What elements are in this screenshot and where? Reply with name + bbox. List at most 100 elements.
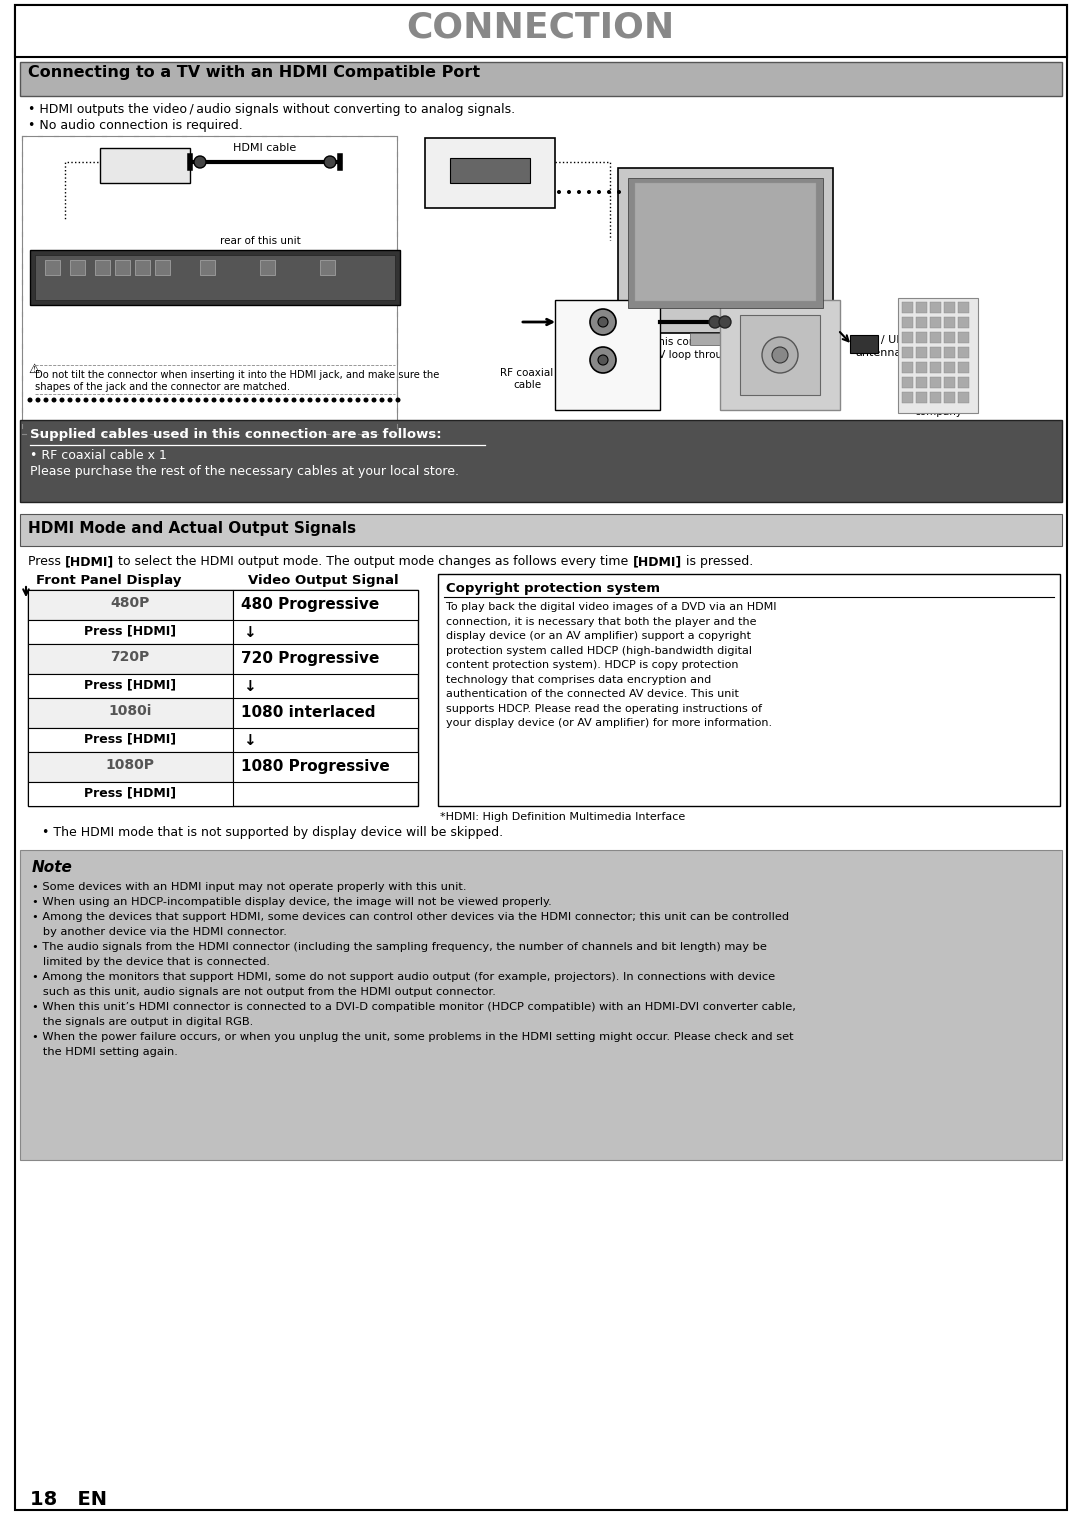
Text: 1080i: 1080i <box>108 703 151 719</box>
Bar <box>902 346 913 359</box>
Text: ↓: ↓ <box>243 679 256 694</box>
Text: *HDMI: High Definition Multimedia Interface: *HDMI: High Definition Multimedia Interf… <box>440 812 685 823</box>
Circle shape <box>598 317 608 327</box>
Text: CONNECTION: CONNECTION <box>406 11 674 44</box>
Bar <box>70 259 85 275</box>
Circle shape <box>252 397 257 403</box>
Circle shape <box>212 397 216 403</box>
Text: or: or <box>859 337 869 346</box>
Bar <box>902 362 913 372</box>
Bar <box>30 250 400 305</box>
Circle shape <box>228 397 232 403</box>
Circle shape <box>108 397 112 403</box>
Bar <box>740 314 820 395</box>
Bar <box>22 136 397 433</box>
Circle shape <box>76 397 81 403</box>
Bar <box>944 346 955 359</box>
Text: • The HDMI mode that is not supported by display device will be skipped.: • The HDMI mode that is not supported by… <box>42 826 503 839</box>
Bar <box>233 752 418 781</box>
Bar <box>930 377 941 388</box>
Circle shape <box>292 397 297 403</box>
Bar <box>944 362 955 372</box>
Bar <box>897 298 978 414</box>
Circle shape <box>567 191 571 194</box>
Text: to select the HDMI output mode. The output mode changes as follows every time: to select the HDMI output mode. The outp… <box>114 555 633 568</box>
Text: antenna: antenna <box>855 348 902 359</box>
Text: • Among the monitors that support HDMI, some do not support audio output (for ex: • Among the monitors that support HDMI, … <box>32 972 775 983</box>
Circle shape <box>590 308 616 336</box>
Text: Press: Press <box>28 555 65 568</box>
Circle shape <box>195 397 201 403</box>
Circle shape <box>172 397 176 403</box>
Bar <box>28 697 233 728</box>
Text: is pressed.: is pressed. <box>681 555 753 568</box>
Circle shape <box>283 397 288 403</box>
Bar <box>944 392 955 403</box>
Bar <box>200 259 215 275</box>
Text: ↓: ↓ <box>243 626 256 639</box>
Circle shape <box>590 346 616 372</box>
Bar <box>635 183 816 301</box>
Text: • RF coaxial cable x 1: • RF coaxial cable x 1 <box>30 449 167 462</box>
Circle shape <box>188 397 192 403</box>
Text: HDMI IN: HDMI IN <box>474 162 505 171</box>
Bar <box>958 392 969 403</box>
Bar <box>28 591 418 806</box>
Bar <box>958 317 969 328</box>
Bar <box>21 63 1062 96</box>
Bar <box>944 317 955 328</box>
Text: TV loop through only: TV loop through only <box>652 349 760 360</box>
Bar <box>902 377 913 388</box>
Bar <box>930 392 941 403</box>
Bar <box>135 259 150 275</box>
Bar <box>28 644 233 674</box>
Bar <box>930 333 941 343</box>
Text: Do not tilt the connector when inserting it into the HDMI jack, and make sure th: Do not tilt the connector when inserting… <box>35 369 440 380</box>
Circle shape <box>123 397 129 403</box>
Text: Press [HDMI]: Press [HDMI] <box>84 624 176 636</box>
Circle shape <box>324 397 328 403</box>
Text: authentication of the connected AV device. This unit: authentication of the connected AV devic… <box>446 690 739 699</box>
Bar <box>958 302 969 313</box>
Text: • When this unit’s HDMI connector is connected to a DVI-D compatible monitor (HD: • When this unit’s HDMI connector is con… <box>32 1003 796 1012</box>
Text: ANT. IN: ANT. IN <box>634 313 670 324</box>
Circle shape <box>355 397 361 403</box>
Text: 1080 Progressive: 1080 Progressive <box>241 758 390 774</box>
Bar <box>95 259 110 275</box>
Text: [HDMI]: [HDMI] <box>633 555 681 568</box>
Bar <box>902 302 913 313</box>
Circle shape <box>557 191 561 194</box>
Bar <box>944 377 955 388</box>
Circle shape <box>259 397 265 403</box>
Bar <box>916 377 927 388</box>
Text: Connecting to a TV with an HDMI Compatible Port: Connecting to a TV with an HDMI Compatib… <box>28 66 481 79</box>
Bar <box>100 148 190 183</box>
Text: the signals are output in digital RGB.: the signals are output in digital RGB. <box>32 1016 253 1027</box>
Bar <box>690 333 760 345</box>
Bar <box>916 333 927 343</box>
Text: cable: cable <box>513 380 541 391</box>
Text: HDMI cable: HDMI cable <box>233 143 297 153</box>
Text: 480 Progressive: 480 Progressive <box>241 597 379 612</box>
Text: • HDMI outputs the video / audio signals without converting to analog signals.: • HDMI outputs the video / audio signals… <box>28 102 515 116</box>
Bar <box>28 591 233 620</box>
Text: Video Output Signal: Video Output Signal <box>248 574 399 588</box>
Bar <box>720 301 840 410</box>
Text: • Among the devices that support HDMI, some devices can control other devices vi: • Among the devices that support HDMI, s… <box>32 913 789 922</box>
Bar <box>45 259 60 275</box>
Circle shape <box>364 397 368 403</box>
Circle shape <box>92 397 96 403</box>
Bar <box>21 850 1062 1160</box>
Circle shape <box>597 191 600 194</box>
Text: Press [HDMI]: Press [HDMI] <box>84 732 176 745</box>
Text: your display device (or AV amplifier) for more information.: your display device (or AV amplifier) fo… <box>446 719 772 728</box>
Circle shape <box>588 191 591 194</box>
Circle shape <box>203 397 208 403</box>
Circle shape <box>348 397 352 403</box>
Text: ↓: ↓ <box>243 732 256 748</box>
Text: protection system called HDCP (high-bandwidth digital: protection system called HDCP (high-band… <box>446 645 752 656</box>
Text: rear of this unit: rear of this unit <box>220 237 300 246</box>
Circle shape <box>299 397 305 403</box>
Text: Press [HDMI]: Press [HDMI] <box>84 786 176 800</box>
Circle shape <box>148 397 152 403</box>
